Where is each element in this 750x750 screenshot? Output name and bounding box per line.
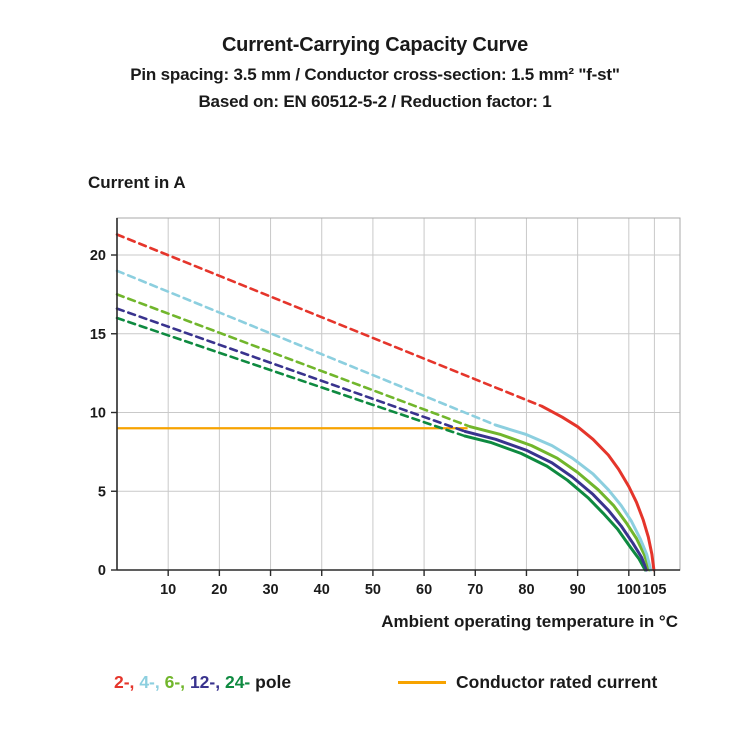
chart-subtitle-2: Based on: EN 60512-5-2 / Reduction facto… <box>198 92 552 111</box>
series-4-pole-derating <box>115 269 497 427</box>
x-tick-label: 70 <box>467 582 483 598</box>
y-tick-label: 20 <box>90 248 106 264</box>
x-tick-label: 80 <box>518 582 534 598</box>
x-tick-label: 20 <box>211 582 227 598</box>
series-12-pole-derating <box>115 307 467 433</box>
x-axis-label: Ambient operating temperature in °C <box>381 612 678 631</box>
legend-pole-2-label: 2-, <box>114 672 135 692</box>
y-tick-label: 15 <box>90 327 106 343</box>
series-6-pole-limit <box>468 425 651 572</box>
legend-pole-24-label: 24- <box>224 672 251 692</box>
title-block: Current-Carrying Capacity Curve Pin spac… <box>0 34 750 119</box>
legend-rated-label: Conductor rated current <box>456 672 658 692</box>
x-tick-label: 105 <box>642 582 666 598</box>
legend-rated: Conductor rated current <box>398 672 657 693</box>
y-tick-label: 10 <box>90 406 106 422</box>
series-12-pole-limit <box>463 429 649 572</box>
plot-border <box>116 217 681 571</box>
series-4-pole-limit <box>494 423 653 572</box>
series-6-pole-derating <box>115 293 472 428</box>
legend-pole-12-label: 12-, <box>189 672 221 692</box>
x-tick-label: 60 <box>416 582 432 598</box>
legend-poles: 2-, 4-, 6-, 12-, 24- pole <box>114 672 291 693</box>
legend-pole-suffix-label: pole <box>250 672 292 692</box>
legend-pole-6-label: 6-, <box>164 672 186 692</box>
rated-current-line-icon <box>398 681 446 684</box>
chart-title: Current-Carrying Capacity Curve <box>221 34 529 56</box>
y-tick-label: 0 <box>98 563 106 579</box>
y-tick-label: 5 <box>98 484 106 500</box>
chart-svg: 10 20 30 40 50 60 70 80 90 100 105 0 5 10 15 20 <box>90 217 681 598</box>
x-tick-label: 30 <box>262 582 278 598</box>
x-tick-label: 10 <box>160 582 176 598</box>
legend-pole-4-label: 4-, <box>139 672 160 692</box>
series-2-pole-limit <box>540 404 656 572</box>
y-axis-label: Current in A <box>88 173 186 192</box>
x-tick-label: 90 <box>570 582 586 598</box>
chart-subtitle-1: Pin spacing: 3.5 mm / Conductor cross-se… <box>130 65 620 84</box>
x-tick-label: 100 <box>617 582 641 598</box>
x-tick-label: 50 <box>365 582 381 598</box>
series-2-pole-derating <box>115 233 544 408</box>
x-tick-label: 40 <box>314 582 330 598</box>
series-24-pole-limit <box>463 434 647 572</box>
series-24-pole-derating <box>115 316 467 438</box>
